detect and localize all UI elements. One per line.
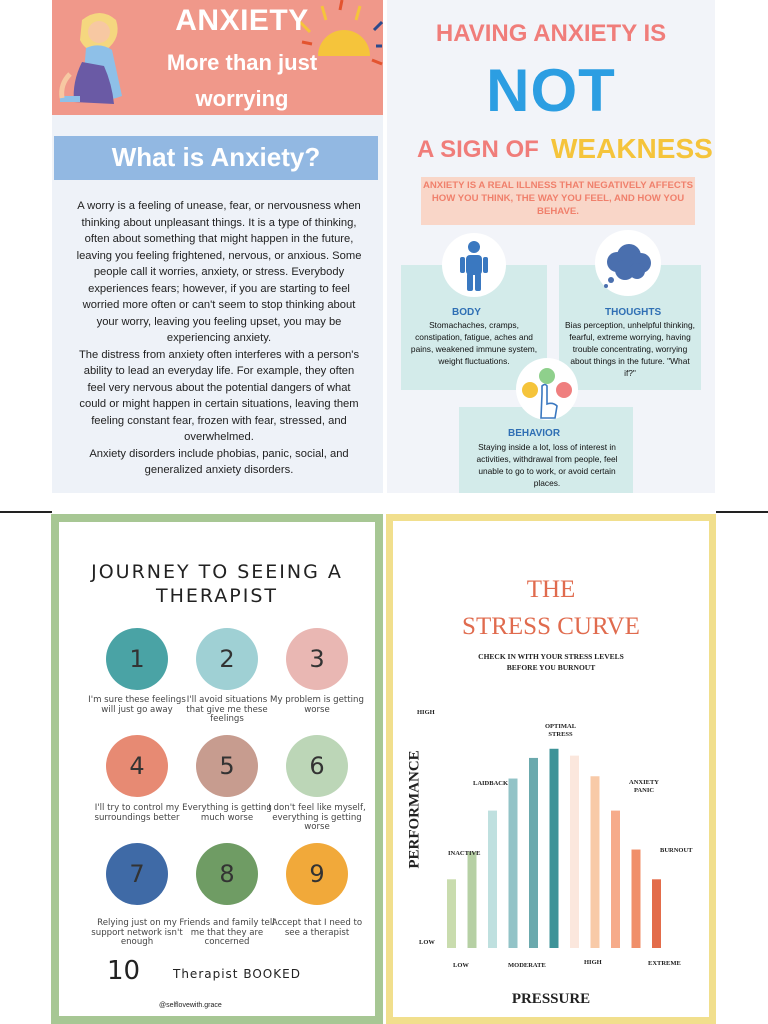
bar-7 xyxy=(570,755,579,948)
bar-10 xyxy=(631,849,641,948)
journey-title-line1: JOURNEY TO SEEING A xyxy=(91,561,343,583)
x-tick-moderate: MODERATE xyxy=(508,962,546,969)
step-1-circle: 1 xyxy=(106,628,168,690)
bar-3 xyxy=(488,810,497,948)
thought-cloud-icon xyxy=(595,230,661,296)
stress-curve-panel: THE STRESS CURVE CHECK IN WITH YOUR STRE… xyxy=(386,514,716,1024)
behavior-text: Staying inside a lot, loss of interest i… xyxy=(476,442,618,488)
headline-weakness: WEAKNESS xyxy=(551,133,713,164)
bar-2 xyxy=(467,851,477,948)
step-3-circle: 3 xyxy=(286,628,348,690)
illness-statement: ANXIETY IS A REAL ILLNESS THAT NEGATIVEL… xyxy=(421,177,695,225)
y-axis-label: PERFORMANCE xyxy=(406,750,423,869)
step-3-caption: My problem is getting worse xyxy=(270,695,364,715)
body-text: Stomachaches, cramps, constipation, fati… xyxy=(410,320,538,366)
step-8-caption: Friends and family tell me that they are… xyxy=(179,918,275,947)
bar-9 xyxy=(611,810,620,948)
step-9-circle: 9 xyxy=(286,843,348,905)
x-tick-low: LOW xyxy=(453,962,469,969)
annotation-optimal-stress: OPTIMAL STRESS xyxy=(545,723,576,739)
annotation-optimal-line2: STRESS xyxy=(548,731,573,738)
not-weakness-panel: HAVING ANXIETY IS NOT A SIGN OF WEAKNESS… xyxy=(387,0,715,493)
banner-title: ANXIETY xyxy=(175,4,309,37)
step-9-caption: Accept that I need to see a therapist xyxy=(271,918,363,938)
annotation-laidback: LAIDBACK xyxy=(473,780,509,787)
paragraph-2: The distress from anxiety often interfer… xyxy=(78,348,360,444)
sun-icon xyxy=(298,0,383,66)
bar-4 xyxy=(508,778,518,948)
behavior-card xyxy=(459,407,633,493)
thoughts-text: Bias perception, unhelpful thinking, fea… xyxy=(565,320,695,378)
question-box: What is Anxiety? xyxy=(54,136,378,180)
paragraph-1: A worry is a feeling of unease, fear, or… xyxy=(76,200,362,344)
step-5-caption: Everything is getting much worse xyxy=(182,803,272,823)
bar-1 xyxy=(447,879,456,948)
bar-8 xyxy=(590,776,600,948)
stress-title-line1: THE xyxy=(526,576,576,603)
bar-11 xyxy=(652,879,661,948)
stress-subtitle: CHECK IN WITH YOUR STRESS LEVELS BEFORE … xyxy=(393,651,709,673)
annotation-anxiety-line1: ANXIETY xyxy=(629,779,659,786)
annotation-optimal-line1: OPTIMAL xyxy=(545,723,577,730)
body-title: BODY xyxy=(452,307,481,318)
therapist-booked-label: Therapist BOOKED xyxy=(173,967,301,981)
behavior-title: BEHAVIOR xyxy=(508,428,561,439)
step-1-caption: I'm sure these feelings will just go awa… xyxy=(88,695,186,715)
step-2-circle: 2 xyxy=(196,628,258,690)
emotion-faces-icon xyxy=(516,358,578,420)
bar-6 xyxy=(549,748,559,948)
stress-bar-chart xyxy=(447,748,661,948)
question-heading: What is Anxiety? xyxy=(111,142,321,172)
annotation-burnout: BURNOUT xyxy=(660,847,693,854)
author-handle: @selflovewith.grace xyxy=(159,1002,222,1009)
x-axis-label: PRESSURE xyxy=(511,991,591,1007)
step-8-circle: 8 xyxy=(196,843,258,905)
x-tick-high: HIGH xyxy=(584,959,602,966)
sitting-person-icon xyxy=(59,13,122,104)
step-4-circle: 4 xyxy=(106,735,168,797)
x-tick-extreme: EXTREME xyxy=(648,960,681,967)
step-5-circle: 5 xyxy=(196,735,258,797)
y-tick-low: LOW xyxy=(419,939,435,946)
thoughts-title: THOUGHTS xyxy=(605,307,662,318)
stress-subtitle-line2: BEFORE YOU BURNOUT xyxy=(506,663,596,672)
step-10-number: 10 xyxy=(107,956,141,986)
annotation-anxiety-panic: ANXIETY PANIC xyxy=(629,779,659,795)
person-icon xyxy=(442,233,506,297)
stress-subtitle-line1: CHECK IN WITH YOUR STRESS LEVELS xyxy=(478,652,624,661)
annotation-inactive: INACTIVE xyxy=(448,850,481,857)
bar-5 xyxy=(529,757,538,948)
step-7-circle: 7 xyxy=(106,843,168,905)
y-tick-high: HIGH xyxy=(417,709,435,716)
headline-sign-of: A SIGN OF xyxy=(417,136,539,163)
divider-right xyxy=(716,511,768,513)
banner-subtitle-line1: More than just xyxy=(166,50,318,75)
anxiety-info-panel: ANXIETY More than just worrying What is … xyxy=(52,0,383,493)
headline-not: NOT xyxy=(486,57,616,124)
banner-subtitle-line2: worrying xyxy=(195,86,289,111)
step-4-caption: I'll try to control my surroundings bett… xyxy=(94,803,180,823)
annotation-anxiety-line2: PANIC xyxy=(633,787,655,794)
journey-title: JOURNEY TO SEEING A THERAPIST xyxy=(59,560,375,608)
banner: ANXIETY More than just worrying xyxy=(52,0,383,115)
paragraph-3: Anxiety disorders include phobias, panic… xyxy=(89,447,349,477)
headline-line1: HAVING ANXIETY IS xyxy=(435,20,667,47)
anxiety-description: A worry is a feeling of unease, fear, or… xyxy=(74,198,364,479)
divider-left xyxy=(0,511,52,513)
step-6-caption: I don't feel like myself, everything is … xyxy=(268,803,366,832)
step-7-caption: Relying just on my support network isn't… xyxy=(91,918,183,947)
stress-title-line2: STRESS CURVE xyxy=(462,613,640,640)
step-6-circle: 6 xyxy=(286,735,348,797)
journey-title-line2: THERAPIST xyxy=(155,585,279,607)
step-2-caption: I'll avoid situations that give me these… xyxy=(186,695,268,724)
journey-panel: JOURNEY TO SEEING A THERAPIST 1 I'm sure … xyxy=(51,514,383,1024)
